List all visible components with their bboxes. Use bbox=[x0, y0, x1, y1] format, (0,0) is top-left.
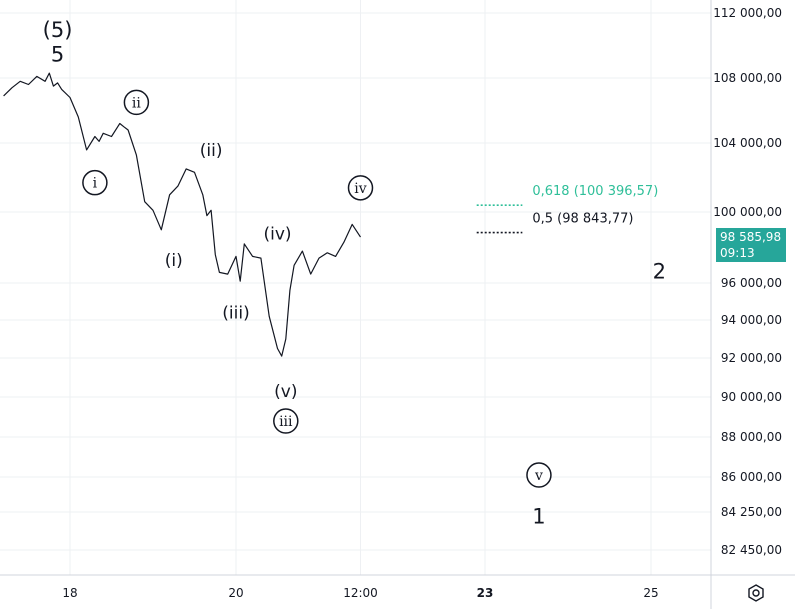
fib-level-label: 0,618 (100 396,57) bbox=[532, 184, 658, 199]
wave-label[interactable]: 5 bbox=[51, 42, 64, 66]
wave-label[interactable]: (iii) bbox=[222, 304, 249, 324]
time-tick-label: 23 bbox=[477, 586, 494, 600]
last-price-badge: 98 585,98 09:13 bbox=[716, 228, 786, 262]
price-series-line[interactable] bbox=[3, 72, 362, 357]
time-axis[interactable]: 18 20 12:00 23 25 bbox=[62, 586, 658, 600]
wave-label-circled[interactable]: iii bbox=[273, 408, 299, 434]
wave-label-text: i bbox=[93, 176, 98, 192]
wave-label[interactable]: (v) bbox=[274, 382, 297, 402]
wave-label-circle bbox=[526, 462, 552, 488]
fib-level-label: 0,5 (98 843,77) bbox=[532, 212, 633, 227]
time-tick-label: 18 bbox=[62, 586, 77, 600]
last-price-value: 98 585,98 bbox=[720, 230, 782, 244]
price-tick-label: 108 000,00 bbox=[713, 71, 782, 85]
time-tick-label: 20 bbox=[228, 586, 243, 600]
price-tick-label: 90 000,00 bbox=[721, 390, 782, 404]
wave-label-circled[interactable]: ii bbox=[123, 89, 150, 116]
wave-label[interactable]: (5) bbox=[43, 18, 73, 42]
price-tick-label: 86 000,00 bbox=[721, 470, 782, 484]
wave-label-circle bbox=[273, 408, 299, 434]
price-tick-label: 82 450,00 bbox=[721, 543, 782, 557]
time-tick-label: 12:00 bbox=[343, 586, 378, 600]
settings-gear-icon[interactable] bbox=[746, 583, 766, 603]
wave-label-circled[interactable]: v bbox=[526, 462, 552, 488]
price-tick-label: 84 250,00 bbox=[721, 505, 782, 519]
price-tick-label: 104 000,00 bbox=[713, 136, 782, 150]
wave-label[interactable]: (iv) bbox=[263, 224, 291, 244]
fibonacci-levels[interactable]: 0,618 (100 396,57) 0,5 (98 843,77) bbox=[476, 184, 659, 234]
price-axis[interactable]: 112 000,00 108 000,00 104 000,00 100 000,00… bbox=[713, 6, 782, 557]
price-tick-label: 100 000,00 bbox=[713, 205, 782, 219]
wave-label-circle bbox=[123, 89, 150, 116]
wave-label-text: iii bbox=[279, 414, 293, 430]
wave-label-circle bbox=[82, 169, 108, 196]
wave-label-text: iv bbox=[354, 181, 366, 197]
price-tick-label: 112 000,00 bbox=[713, 6, 782, 20]
time-tick-label: 25 bbox=[643, 586, 658, 600]
wave-label[interactable]: 2 bbox=[653, 259, 666, 283]
price-tick-label: 94 000,00 bbox=[721, 313, 782, 327]
wave-label[interactable]: (ii) bbox=[200, 141, 223, 161]
wave-label-circle bbox=[347, 175, 374, 201]
wave-label[interactable]: 1 bbox=[532, 504, 545, 528]
price-tick-label: 96 000,00 bbox=[721, 276, 782, 290]
grid-lines bbox=[0, 0, 711, 575]
wave-label-text: ii bbox=[132, 95, 141, 111]
bar-countdown: 09:13 bbox=[720, 246, 755, 260]
wave-label[interactable]: (i) bbox=[165, 251, 183, 271]
wave-label-circled[interactable]: iv bbox=[347, 175, 374, 201]
price-tick-label: 88 000,00 bbox=[721, 430, 782, 444]
price-tick-label: 92 000,00 bbox=[721, 351, 782, 365]
wave-label-text: v bbox=[534, 468, 543, 484]
wave-label-circled[interactable]: i bbox=[82, 169, 108, 196]
